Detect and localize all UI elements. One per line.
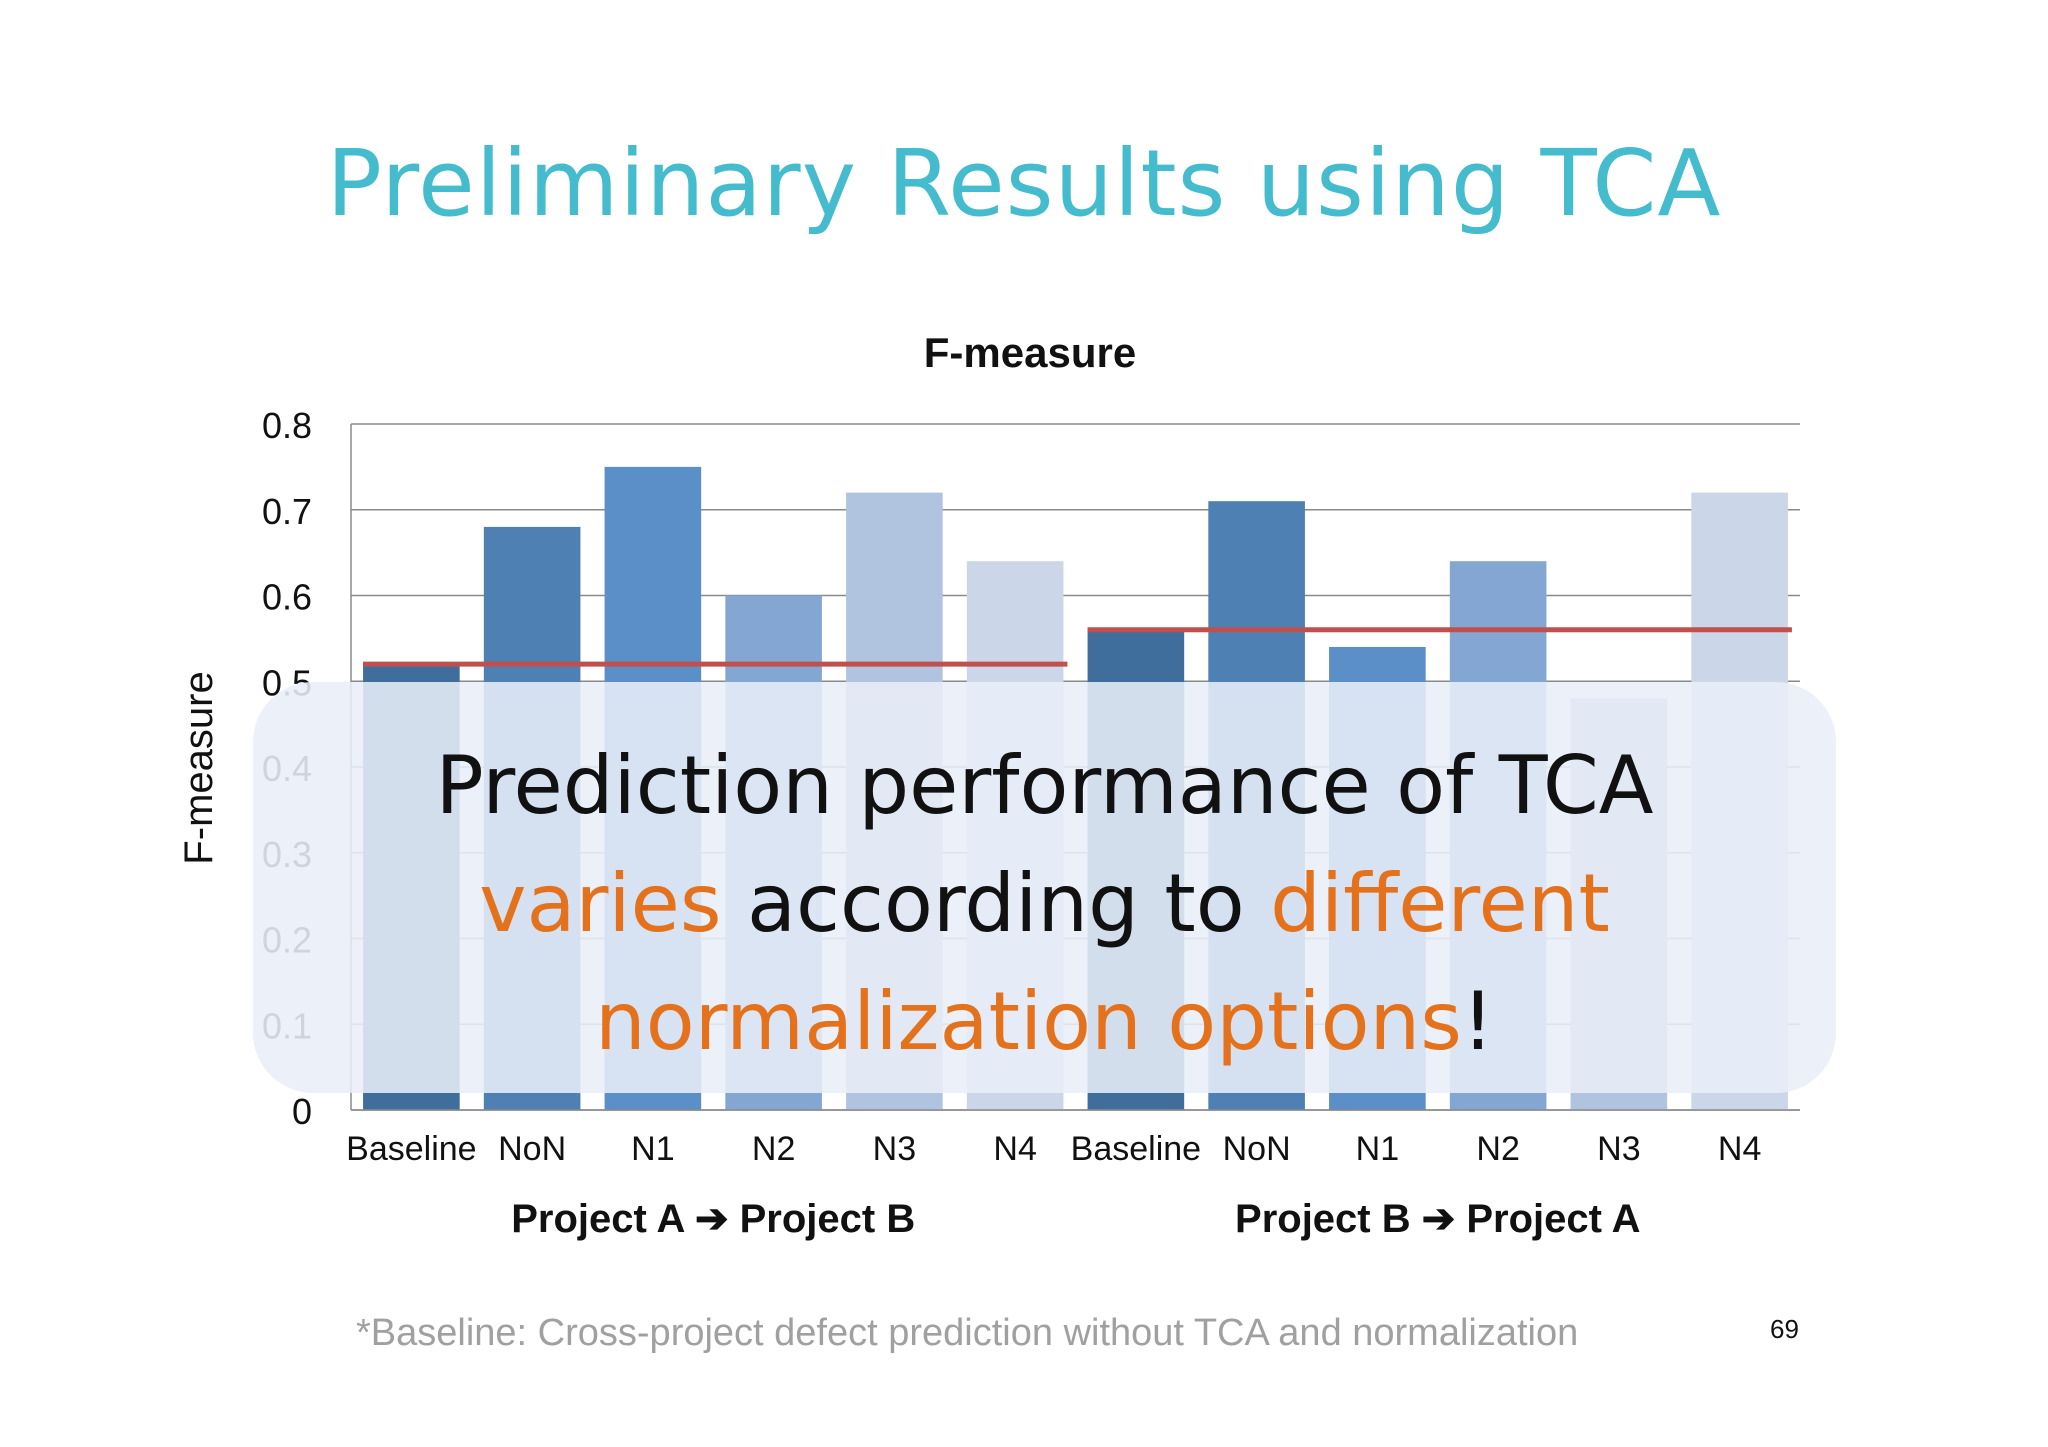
y-tick-label: 0.8 — [262, 405, 312, 446]
callout-word-bang: ! — [1461, 975, 1494, 1068]
callout-line-1: Prediction performance of TCA — [435, 739, 1654, 832]
chart-baseline-lines — [363, 627, 1792, 667]
group-label: Project B ➔ Project A — [1235, 1197, 1640, 1241]
y-axis-label: F-measure — [177, 671, 221, 864]
x-tick-label: N1 — [631, 1130, 674, 1168]
slide-footnote: *Baseline: Cross-project defect predicti… — [356, 1312, 1579, 1354]
x-tick-label: NoN — [1223, 1130, 1291, 1168]
callout-line-2: varies according to different — [253, 845, 1836, 963]
callout-word-varies: varies — [479, 857, 722, 950]
slide-title: Preliminary Results using TCA — [326, 130, 1722, 237]
x-tick-label: N1 — [1356, 1130, 1399, 1168]
callout-word-according: according to — [721, 857, 1271, 950]
x-tick-label: Baseline — [346, 1130, 476, 1168]
chart-title: F-measure — [924, 329, 1136, 376]
x-tick-label: N2 — [752, 1130, 795, 1168]
callout-text: Prediction performance of TCA varies acc… — [253, 727, 1836, 1081]
y-tick-label: 0 — [292, 1091, 312, 1132]
callout-line-3: normalization options! — [253, 963, 1836, 1081]
x-tick-label: NoN — [498, 1130, 566, 1168]
callout-word-options: normalization options — [595, 975, 1462, 1068]
callout-word-different: different — [1270, 857, 1610, 950]
x-tick-label: Baseline — [1071, 1130, 1201, 1168]
page-number: 69 — [1770, 1314, 1799, 1344]
y-tick-label: 0.6 — [262, 577, 312, 618]
x-tick-label: N4 — [993, 1130, 1036, 1168]
x-tick-label: N3 — [873, 1130, 916, 1168]
x-tick-label: N2 — [1476, 1130, 1519, 1168]
callout-overlay: Prediction performance of TCA varies acc… — [253, 682, 1836, 1093]
y-tick-label: 0.7 — [262, 491, 312, 532]
x-tick-label: N4 — [1718, 1130, 1761, 1168]
group-label: Project A ➔ Project B — [511, 1197, 915, 1241]
x-tick-label: N3 — [1597, 1130, 1640, 1168]
